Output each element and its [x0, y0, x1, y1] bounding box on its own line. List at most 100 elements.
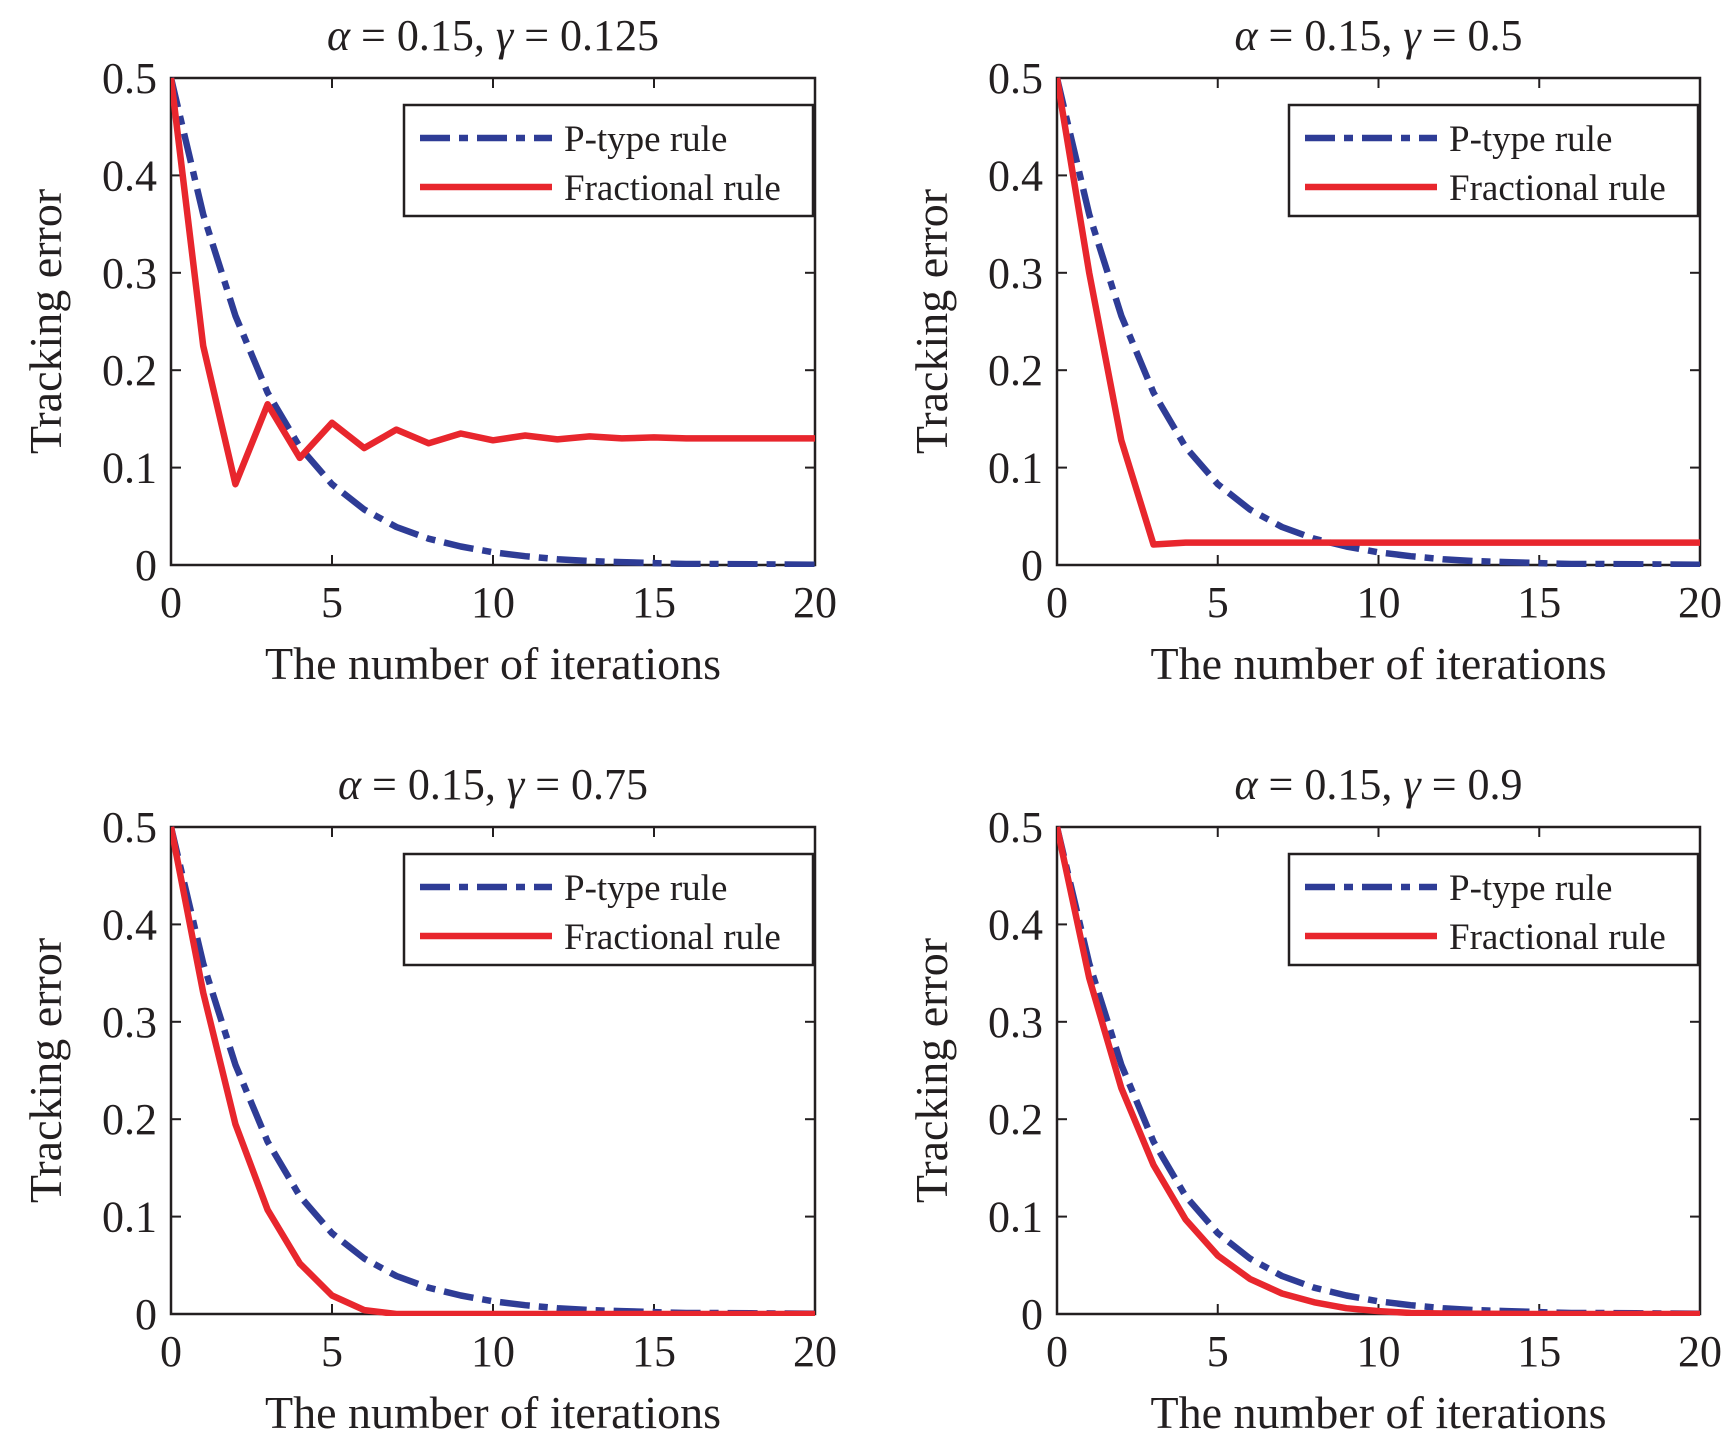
series-line-fractional	[171, 77, 815, 488]
y-tick-label: 0.3	[102, 998, 157, 1047]
y-tick-label: 0	[135, 541, 157, 590]
series-line-p-type	[171, 77, 815, 567]
x-axis-label: The number of iterations	[265, 1387, 721, 1437]
legend-label-p-type: P-type rule	[564, 868, 727, 909]
x-tick-label: 15	[1517, 578, 1561, 627]
y-tick-label: 0.4	[988, 151, 1043, 200]
y-tick-label: 0.2	[102, 346, 157, 395]
x-tick-label: 5	[321, 1327, 343, 1376]
legend-label-fractional: Fractional rule	[1449, 168, 1666, 209]
chart-panel-4: 0 5 10 15 20 0 0.1 0.2 0.3 0.4 0.5 α = 0.15, γ = 0.…	[906, 760, 1722, 1437]
y-tick-label: 0.1	[988, 1193, 1043, 1242]
y-tick-label: 0.2	[988, 346, 1043, 395]
legend-box	[1287, 103, 1700, 218]
x-tick-label: 10	[471, 578, 515, 627]
title-alpha-symbol: α	[1234, 11, 1258, 60]
title-gamma-symbol: γ	[1403, 760, 1422, 809]
legend: P-type rule Fractional rule	[402, 103, 815, 218]
y-tick-label: 0	[135, 1290, 157, 1339]
x-tick-label: 10	[471, 1327, 515, 1376]
x-tick-label: 15	[632, 1327, 676, 1376]
chart-title: α = 0.15, γ = 0.5	[1234, 11, 1522, 60]
title-alpha-symbol: α	[338, 760, 362, 809]
x-tick-label: 5	[321, 578, 343, 627]
chart-panel-2: 0 5 10 15 20 0 0.1 0.2 0.3 0.4 0.5 α = 0.15, γ = 0.…	[906, 11, 1722, 689]
series-line-p-type	[1057, 826, 1700, 1316]
y-tick-label: 0.1	[988, 444, 1043, 493]
title-gamma-symbol: γ	[507, 760, 526, 809]
y-tick-label: 0.5	[988, 803, 1043, 852]
y-tick-label: 0.3	[102, 249, 157, 298]
x-tick-label: 0	[1046, 1327, 1068, 1376]
y-tick-label: 0.4	[102, 151, 157, 200]
series-line-p-type	[1057, 77, 1700, 567]
legend-box	[402, 852, 815, 967]
legend-label-fractional: Fractional rule	[1449, 917, 1666, 958]
title-alpha-text: = 0.15,	[350, 11, 496, 60]
title-alpha-symbol: α	[1234, 760, 1258, 809]
chart-panel-1: 0 5 10 15 20 0 0.1 0.2 0.3 0.4 0.5 α = 0.15, γ = 0.…	[20, 11, 837, 689]
legend-label-fractional: Fractional rule	[564, 917, 781, 958]
y-tick-label: 0.4	[988, 900, 1043, 949]
title-gamma-text: = 0.9	[1421, 760, 1523, 809]
series-line-fractional	[171, 826, 815, 1316]
x-tick-label: 10	[1357, 1327, 1401, 1376]
x-tick-label: 10	[1357, 578, 1401, 627]
x-tick-label: 20	[793, 578, 837, 627]
y-tick-label: 0.2	[102, 1095, 157, 1144]
y-tick-label: 0.5	[102, 803, 157, 852]
series-line-fractional	[1057, 77, 1700, 548]
legend-label-p-type: P-type rule	[1449, 119, 1612, 160]
y-tick-label: 0.2	[988, 1095, 1043, 1144]
y-tick-label: 0.1	[102, 1193, 157, 1242]
y-tick-label: 0.3	[988, 998, 1043, 1047]
legend: P-type rule Fractional rule	[402, 852, 815, 967]
y-tick-label: 0	[1021, 1290, 1043, 1339]
legend-label-fractional: Fractional rule	[564, 168, 781, 209]
title-gamma-symbol: γ	[1403, 11, 1422, 60]
x-tick-label: 0	[1046, 578, 1068, 627]
title-gamma-text: = 0.5	[1421, 11, 1523, 60]
title-gamma-text: = 0.125	[513, 11, 659, 60]
legend-label-p-type: P-type rule	[1449, 868, 1612, 909]
y-axis-label: Tracking error	[20, 189, 71, 454]
x-tick-label: 20	[1678, 578, 1722, 627]
legend-box	[402, 103, 815, 218]
title-alpha-text: = 0.15,	[1258, 760, 1404, 809]
y-tick-label: 0.5	[102, 54, 157, 103]
title-alpha-text: = 0.15,	[361, 760, 507, 809]
legend-box	[1287, 852, 1700, 967]
chart-title: α = 0.15, γ = 0.75	[338, 760, 648, 809]
x-tick-label: 5	[1207, 578, 1229, 627]
y-axis-label: Tracking error	[20, 938, 71, 1203]
x-axis-label: The number of iterations	[1150, 638, 1606, 689]
title-alpha-symbol: α	[327, 11, 351, 60]
x-tick-label: 0	[160, 1327, 182, 1376]
y-tick-label: 0.3	[988, 249, 1043, 298]
y-tick-label: 0.4	[102, 900, 157, 949]
legend: P-type rule Fractional rule	[1287, 103, 1700, 218]
x-tick-label: 20	[1678, 1327, 1722, 1376]
series-line-p-type	[171, 826, 815, 1316]
x-axis-label: The number of iterations	[265, 638, 721, 689]
x-tick-label: 5	[1207, 1327, 1229, 1376]
x-tick-label: 20	[793, 1327, 837, 1376]
legend-label-p-type: P-type rule	[564, 119, 727, 160]
x-axis-label: The number of iterations	[1150, 1387, 1606, 1437]
chart-title: α = 0.15, γ = 0.9	[1234, 760, 1522, 809]
chart-panel-3: 0 5 10 15 20 0 0.1 0.2 0.3 0.4 0.5 α = 0.15, γ = 0.…	[20, 760, 837, 1437]
x-tick-label: 0	[160, 578, 182, 627]
title-alpha-text: = 0.15,	[1258, 11, 1404, 60]
title-gamma-text: = 0.75	[524, 760, 648, 809]
x-tick-label: 15	[1517, 1327, 1561, 1376]
legend: P-type rule Fractional rule	[1287, 852, 1700, 967]
y-tick-label: 0.5	[988, 54, 1043, 103]
y-tick-label: 0.1	[102, 444, 157, 493]
title-gamma-symbol: γ	[496, 11, 515, 60]
x-tick-label: 15	[632, 578, 676, 627]
chart-title: α = 0.15, γ = 0.125	[327, 11, 659, 60]
y-axis-label: Tracking error	[906, 189, 957, 454]
y-axis-label: Tracking error	[906, 938, 957, 1203]
series-line-fractional	[1057, 826, 1700, 1316]
